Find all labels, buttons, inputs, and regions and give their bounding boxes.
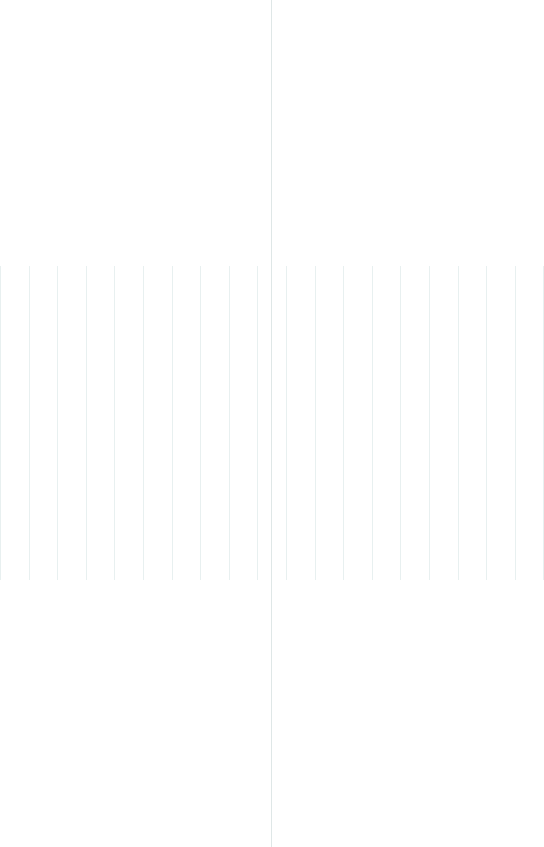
stripe-line (172, 266, 173, 580)
stripe-line (400, 266, 401, 580)
stripe-line (372, 266, 373, 580)
stripe-line (200, 266, 201, 580)
stripe-line (343, 266, 344, 580)
stripe-line (86, 266, 87, 580)
stripe-line (229, 266, 230, 580)
stripe-line (143, 266, 144, 580)
stripe-line (515, 266, 516, 580)
vertical-stripe-band (0, 266, 544, 580)
stripe-line (315, 266, 316, 580)
stripe-line (486, 266, 487, 580)
stripe-line (458, 266, 459, 580)
stripe-line (114, 266, 115, 580)
stripe-line (0, 266, 1, 580)
stripe-line (57, 266, 58, 580)
stripe-line (29, 266, 30, 580)
stripe-line (257, 266, 258, 580)
center-divider-line (271, 0, 272, 847)
stripe-line (286, 266, 287, 580)
stripe-line (429, 266, 430, 580)
